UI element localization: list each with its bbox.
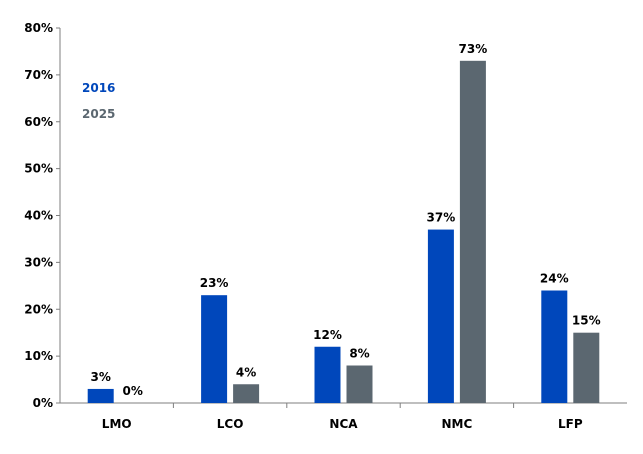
data-label: 23%: [200, 276, 229, 290]
bar-2025-lfp: [573, 332, 600, 403]
y-tick-label: 60%: [24, 115, 53, 129]
y-tick-label: 10%: [24, 349, 53, 363]
y-tick-label: 80%: [24, 21, 53, 35]
data-label: 4%: [236, 365, 256, 379]
bar-2016-nmc: [427, 229, 454, 403]
legend: 2016 2025: [82, 81, 115, 121]
data-label: 0%: [123, 384, 143, 398]
data-label: 24%: [540, 272, 569, 286]
data-label: 3%: [91, 370, 111, 384]
y-tick-label: 20%: [24, 302, 53, 316]
bar-2025-lco: [233, 384, 260, 403]
x-tick-label: LFP: [558, 417, 583, 431]
bar-2025-nmc: [459, 60, 486, 403]
y-tick-label: 30%: [24, 255, 53, 269]
y-tick-label: 40%: [24, 209, 53, 223]
legend-entry-2016: 2016: [82, 81, 115, 95]
x-tick-label: LMO: [102, 417, 132, 431]
x-axis: LMO LCO NCA NMC LFP: [60, 402, 627, 431]
data-label: 73%: [459, 42, 488, 56]
bars: 3% 0% 23% 4% 12% 8% 37% 73% 24% 15%: [87, 42, 601, 403]
x-tick-label: NMC: [442, 417, 473, 431]
bar-2016-nca: [314, 346, 341, 403]
bar-2016-lco: [201, 295, 228, 403]
bar-2016-lfp: [541, 290, 568, 403]
y-axis: 0% 10% 20% 30% 40% 50% 60% 70% 80%: [24, 21, 61, 410]
legend-entry-2025: 2025: [82, 107, 115, 121]
y-tick-label: 70%: [24, 68, 53, 82]
data-label: 15%: [572, 314, 601, 328]
x-tick-label: NCA: [329, 417, 358, 431]
data-label: 8%: [349, 347, 369, 361]
data-label: 37%: [427, 211, 456, 225]
data-label: 12%: [313, 328, 342, 342]
y-tick-label: 0%: [33, 396, 53, 410]
x-tick-label: LCO: [217, 417, 244, 431]
bar-2025-nca: [346, 365, 373, 403]
y-tick-label: 50%: [24, 162, 53, 176]
bar-2016-lmo: [87, 388, 114, 403]
